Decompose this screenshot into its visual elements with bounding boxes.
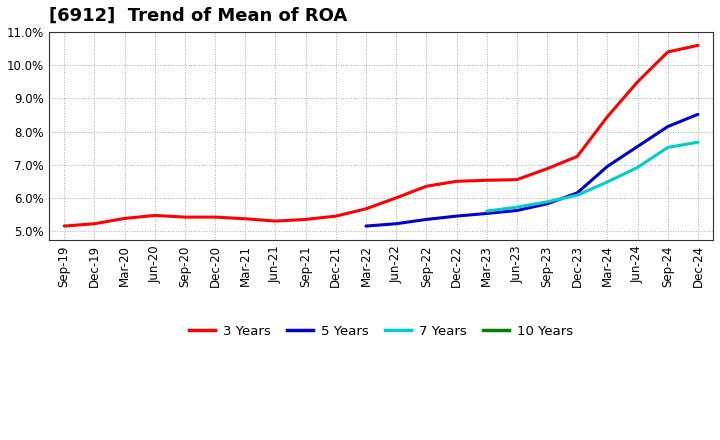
5 Years <box>392 221 400 227</box>
5 Years <box>663 124 672 129</box>
3 Years <box>422 183 431 189</box>
5 Years <box>603 164 612 169</box>
3 Years <box>271 218 280 224</box>
3 Years <box>513 177 521 182</box>
7 Years <box>543 199 552 205</box>
5 Years <box>482 211 491 216</box>
3 Years <box>452 179 461 184</box>
7 Years <box>513 205 521 210</box>
3 Years <box>693 43 702 48</box>
7 Years <box>482 209 491 214</box>
5 Years <box>543 201 552 206</box>
3 Years <box>150 213 159 218</box>
Line: 3 Years: 3 Years <box>64 45 698 226</box>
5 Years <box>422 217 431 222</box>
3 Years <box>392 195 400 201</box>
3 Years <box>301 217 310 222</box>
3 Years <box>543 166 552 171</box>
7 Years <box>693 139 702 145</box>
3 Years <box>241 216 250 221</box>
Line: 7 Years: 7 Years <box>487 142 698 211</box>
3 Years <box>573 154 582 159</box>
7 Years <box>663 145 672 150</box>
5 Years <box>573 190 582 195</box>
3 Years <box>90 221 99 227</box>
7 Years <box>573 193 582 198</box>
Legend: 3 Years, 5 Years, 7 Years, 10 Years: 3 Years, 5 Years, 7 Years, 10 Years <box>184 320 578 343</box>
3 Years <box>120 216 129 221</box>
3 Years <box>181 214 189 220</box>
5 Years <box>693 112 702 117</box>
3 Years <box>60 224 68 229</box>
3 Years <box>361 206 370 212</box>
3 Years <box>663 49 672 55</box>
3 Years <box>603 114 612 119</box>
3 Years <box>331 213 340 219</box>
Text: [6912]  Trend of Mean of ROA: [6912] Trend of Mean of ROA <box>49 7 347 25</box>
5 Years <box>513 208 521 213</box>
3 Years <box>211 214 220 220</box>
Line: 5 Years: 5 Years <box>366 114 698 226</box>
3 Years <box>634 79 642 84</box>
5 Years <box>634 144 642 149</box>
3 Years <box>482 178 491 183</box>
5 Years <box>452 213 461 219</box>
7 Years <box>603 180 612 185</box>
5 Years <box>361 224 370 229</box>
7 Years <box>634 165 642 170</box>
